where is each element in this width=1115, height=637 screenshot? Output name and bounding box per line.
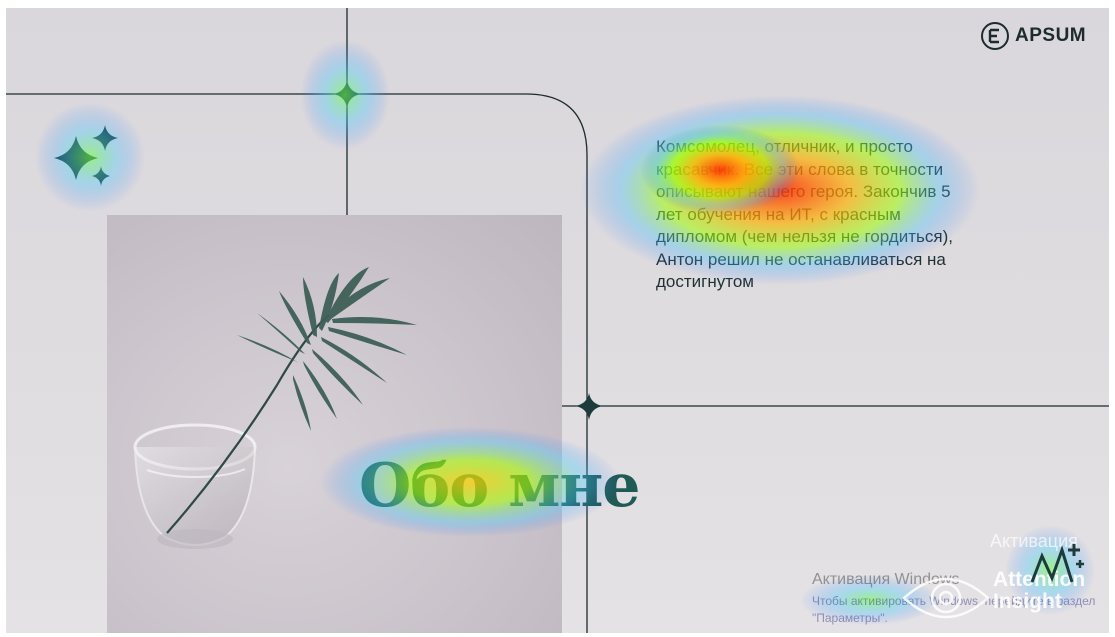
- watermark-right-text: Активация: [990, 531, 1078, 551]
- brand-line-2: Insight: [993, 590, 1062, 613]
- brand-line-1: Attention: [993, 568, 1086, 591]
- sparkle-icon-right: [1030, 544, 1084, 583]
- sparkle-icon-left: [54, 125, 118, 186]
- body-line-1: Комсомолец, отличник, и просто: [656, 137, 913, 156]
- about-body-text: Комсомолец, отличник, и просто красавчик…: [656, 136, 1036, 294]
- brand-text: Attention Insight: [993, 569, 1085, 613]
- body-line-7: достигнутом: [656, 272, 754, 291]
- body-line-3: описывают нашего героя. Закончив 5: [656, 182, 951, 201]
- star-ornament-top: [333, 80, 361, 108]
- star-ornament-middle: [575, 393, 603, 420]
- body-line-6: Антон решил не останавливаться на: [656, 249, 946, 269]
- body-line-5: дипломом (чем нельзя не гордиться),: [656, 227, 953, 246]
- windows-activation-watermark: Активация Windows Чтобы активировать Win…: [812, 571, 1112, 627]
- photo-glass-palm-leaf: [107, 215, 562, 633]
- presentation-slide: APSUM Комсомолец, отличник, и просто кра…: [6, 8, 1109, 633]
- attention-insight-brand: Attention Insight: [900, 544, 1100, 630]
- body-line-4: лет обучения на ИТ, с красным: [656, 204, 901, 224]
- slide-title: Обо мне: [359, 451, 640, 521]
- e-circle-icon: [981, 22, 1009, 50]
- body-line-2: красавчик. Все эти слова в точности: [656, 159, 944, 179]
- eye-icon: [902, 577, 990, 619]
- apsum-logo: APSUM: [981, 21, 1086, 51]
- watermark-subtitle: Чтобы активировать Windows, перейдите в …: [812, 594, 1096, 625]
- logo-text: APSUM: [1015, 25, 1087, 46]
